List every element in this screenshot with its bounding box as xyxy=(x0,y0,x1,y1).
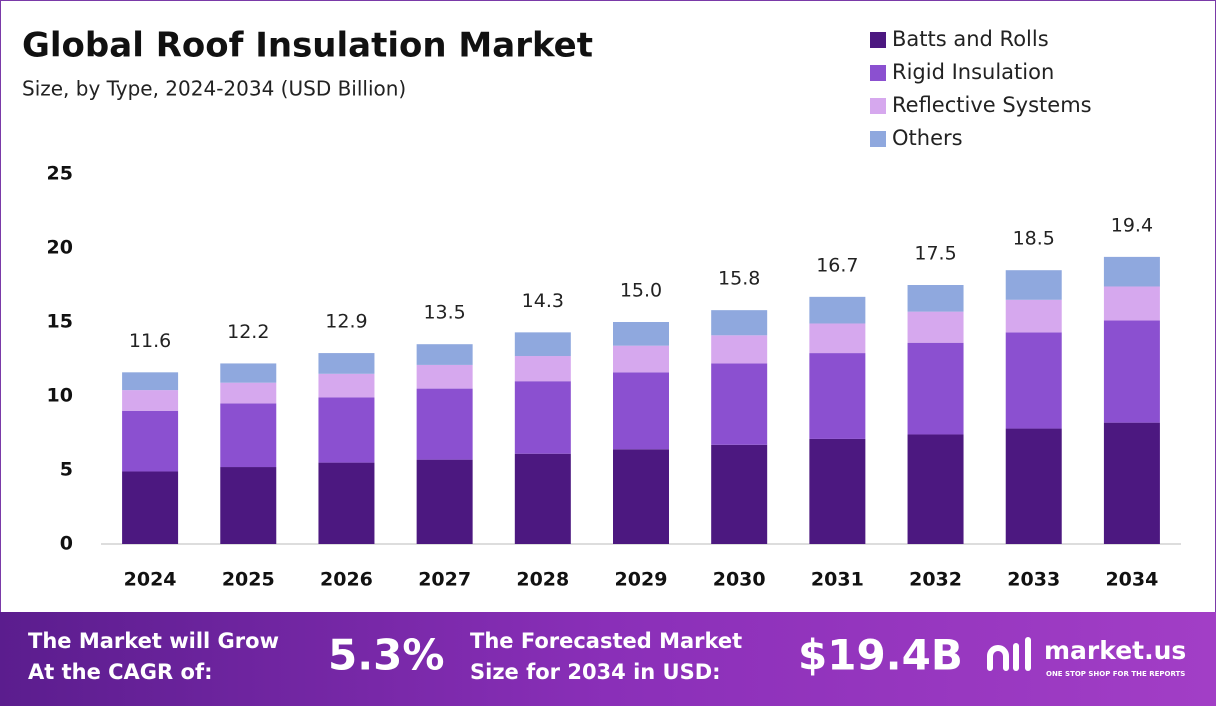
legend-swatch xyxy=(870,65,886,81)
bar-segment xyxy=(907,311,964,343)
x-tick-label: 2029 xyxy=(615,569,668,591)
total-label: 11.6 xyxy=(129,330,171,352)
chart-subtitle: Size, by Type, 2024-2034 (USD Billion) xyxy=(22,77,406,101)
y-tick-label: 0 xyxy=(60,533,73,555)
bar-segment xyxy=(711,363,768,445)
y-tick-label: 15 xyxy=(47,311,73,333)
legend-label: Others xyxy=(892,126,963,150)
bar-segment xyxy=(1005,270,1062,300)
bar-segment xyxy=(613,449,669,544)
footer-text: Size for 2034 in USD: xyxy=(470,660,721,684)
brand: market.us xyxy=(1044,636,1186,665)
bar-segment xyxy=(514,356,571,382)
bar-segment xyxy=(122,390,179,411)
logo-mark xyxy=(987,645,1009,671)
bar-segment xyxy=(318,373,375,398)
logo xyxy=(987,637,1031,671)
x-tick-label: 2028 xyxy=(516,569,569,591)
total-label: 14.3 xyxy=(522,290,564,312)
bar-segment xyxy=(318,353,375,374)
legend-label: Reflective Systems xyxy=(892,93,1092,117)
bar-segment xyxy=(809,323,866,354)
bar-segment xyxy=(613,322,669,346)
bar-segment xyxy=(907,342,964,435)
bar-segment xyxy=(416,344,473,365)
x-tick-label: 2033 xyxy=(1007,569,1060,591)
chart-title: Global Roof Insulation Market xyxy=(22,26,593,66)
total-label: 13.5 xyxy=(423,302,465,324)
y-tick-label: 5 xyxy=(60,459,73,481)
bar-segment xyxy=(711,310,768,336)
bar-segment xyxy=(907,434,964,544)
bar-segment xyxy=(809,438,866,544)
bar-segment xyxy=(220,382,277,404)
footer-banner xyxy=(0,612,1216,706)
bar-segment xyxy=(1103,422,1160,544)
bar-segment xyxy=(1103,286,1160,321)
bar-segment xyxy=(1005,428,1062,544)
cagr-value: 5.3% xyxy=(328,631,444,680)
x-tick-label: 2032 xyxy=(909,569,962,591)
bar-segment xyxy=(416,364,473,389)
x-tick-label: 2027 xyxy=(418,569,471,591)
legend-swatch xyxy=(870,98,886,114)
footer-text: The Forecasted Market xyxy=(470,629,742,653)
x-tick-label: 2031 xyxy=(811,569,864,591)
bar-segment xyxy=(220,363,277,383)
bar-segment xyxy=(416,388,473,460)
bar-segment xyxy=(122,372,179,391)
y-tick-label: 20 xyxy=(47,237,73,259)
total-label: 16.7 xyxy=(816,254,858,276)
bar-segment xyxy=(1005,299,1062,333)
bar-segment xyxy=(1005,332,1062,429)
total-label: 18.5 xyxy=(1013,228,1055,250)
bar-segment xyxy=(809,296,866,324)
bar-segment xyxy=(809,353,866,439)
legend-swatch xyxy=(870,131,886,147)
bar-segment xyxy=(514,332,571,357)
total-label: 12.2 xyxy=(227,321,269,343)
bar-segment xyxy=(907,285,964,312)
bar-segment xyxy=(711,335,768,364)
bar-segment xyxy=(318,397,375,463)
bar-segment xyxy=(613,345,669,373)
total-label: 12.9 xyxy=(325,311,367,333)
legend-label: Batts and Rolls xyxy=(892,27,1049,51)
bar-segment xyxy=(318,462,375,544)
bar-segment xyxy=(1103,320,1160,423)
bar-segment xyxy=(416,459,473,544)
bar-segment xyxy=(514,453,571,544)
total-label: 15.0 xyxy=(620,280,662,302)
total-label: 17.5 xyxy=(914,243,956,265)
x-tick-label: 2024 xyxy=(124,569,177,591)
tagline: ONE STOP SHOP FOR THE REPORTS xyxy=(1046,670,1185,678)
legend-label: Rigid Insulation xyxy=(892,60,1054,84)
y-tick-label: 10 xyxy=(47,385,73,407)
total-label: 19.4 xyxy=(1111,214,1153,236)
bar-segment xyxy=(1103,256,1160,287)
bar-segment xyxy=(122,410,179,472)
bar-segment xyxy=(711,444,768,544)
bar-segment xyxy=(122,471,179,544)
x-tick-label: 2030 xyxy=(713,569,766,591)
x-tick-label: 2025 xyxy=(222,569,275,591)
footer-text: At the CAGR of: xyxy=(28,660,213,684)
total-label: 15.8 xyxy=(718,268,760,290)
footer-text: The Market will Grow xyxy=(28,629,279,653)
bar-segment xyxy=(220,403,277,468)
bar-segment xyxy=(613,372,669,450)
bar-segment xyxy=(514,381,571,454)
bar-segment xyxy=(220,467,277,544)
legend-swatch xyxy=(870,32,886,48)
y-tick-label: 25 xyxy=(47,163,73,185)
forecast-value: $19.4B xyxy=(798,631,963,680)
x-tick-label: 2034 xyxy=(1105,569,1158,591)
x-tick-label: 2026 xyxy=(320,569,373,591)
